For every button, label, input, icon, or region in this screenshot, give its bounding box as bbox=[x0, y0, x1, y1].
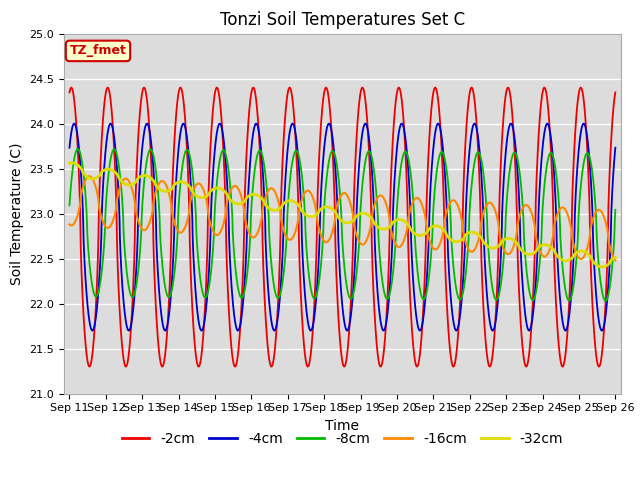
-4cm bbox=[128, 317, 136, 323]
Line: -4cm: -4cm bbox=[70, 124, 615, 331]
-8cm bbox=[611, 207, 619, 213]
-2cm bbox=[595, 364, 603, 370]
Line: -32cm: -32cm bbox=[70, 163, 615, 267]
-8cm bbox=[602, 298, 609, 304]
-8cm bbox=[299, 180, 307, 186]
-4cm bbox=[70, 121, 78, 127]
-8cm bbox=[128, 294, 136, 300]
-8cm bbox=[66, 203, 74, 208]
-16cm bbox=[275, 201, 283, 207]
-4cm bbox=[161, 327, 168, 333]
-32cm bbox=[542, 242, 550, 248]
-32cm bbox=[66, 160, 74, 166]
-32cm bbox=[161, 189, 168, 194]
X-axis label: Time: Time bbox=[325, 419, 360, 433]
Legend: -2cm, -4cm, -8cm, -16cm, -32cm: -2cm, -4cm, -8cm, -16cm, -32cm bbox=[116, 426, 569, 452]
-8cm bbox=[542, 168, 550, 174]
-16cm bbox=[542, 253, 550, 259]
Y-axis label: Soil Temperature (C): Soil Temperature (C) bbox=[10, 143, 24, 285]
-8cm bbox=[275, 295, 283, 300]
-4cm bbox=[542, 122, 550, 128]
-4cm bbox=[598, 328, 605, 334]
-4cm bbox=[601, 317, 609, 323]
Title: Tonzi Soil Temperatures Set C: Tonzi Soil Temperatures Set C bbox=[220, 11, 465, 29]
-16cm bbox=[161, 180, 168, 185]
-16cm bbox=[86, 173, 93, 179]
-2cm bbox=[66, 90, 74, 96]
-4cm bbox=[611, 145, 619, 151]
-16cm bbox=[601, 216, 609, 222]
-32cm bbox=[601, 264, 609, 269]
-8cm bbox=[161, 278, 168, 284]
-16cm bbox=[128, 186, 136, 192]
Line: -8cm: -8cm bbox=[70, 149, 615, 301]
-2cm bbox=[542, 88, 550, 94]
-2cm bbox=[161, 358, 168, 363]
-16cm bbox=[299, 194, 307, 200]
-4cm bbox=[275, 305, 283, 311]
-2cm bbox=[67, 85, 75, 91]
-16cm bbox=[611, 258, 619, 264]
Line: -16cm: -16cm bbox=[70, 176, 615, 261]
-8cm bbox=[74, 146, 82, 152]
-32cm bbox=[611, 255, 619, 261]
Line: -2cm: -2cm bbox=[70, 88, 615, 367]
-4cm bbox=[66, 145, 74, 151]
-32cm bbox=[598, 264, 606, 270]
-4cm bbox=[299, 254, 307, 260]
-2cm bbox=[128, 311, 136, 317]
-32cm bbox=[128, 181, 136, 187]
-2cm bbox=[275, 280, 283, 286]
-32cm bbox=[68, 160, 76, 166]
-8cm bbox=[601, 298, 609, 303]
-2cm bbox=[299, 324, 307, 330]
-2cm bbox=[601, 311, 609, 317]
Text: TZ_fmet: TZ_fmet bbox=[70, 44, 127, 58]
-16cm bbox=[66, 222, 74, 228]
-2cm bbox=[611, 90, 619, 96]
-32cm bbox=[299, 209, 307, 215]
-32cm bbox=[275, 206, 283, 212]
